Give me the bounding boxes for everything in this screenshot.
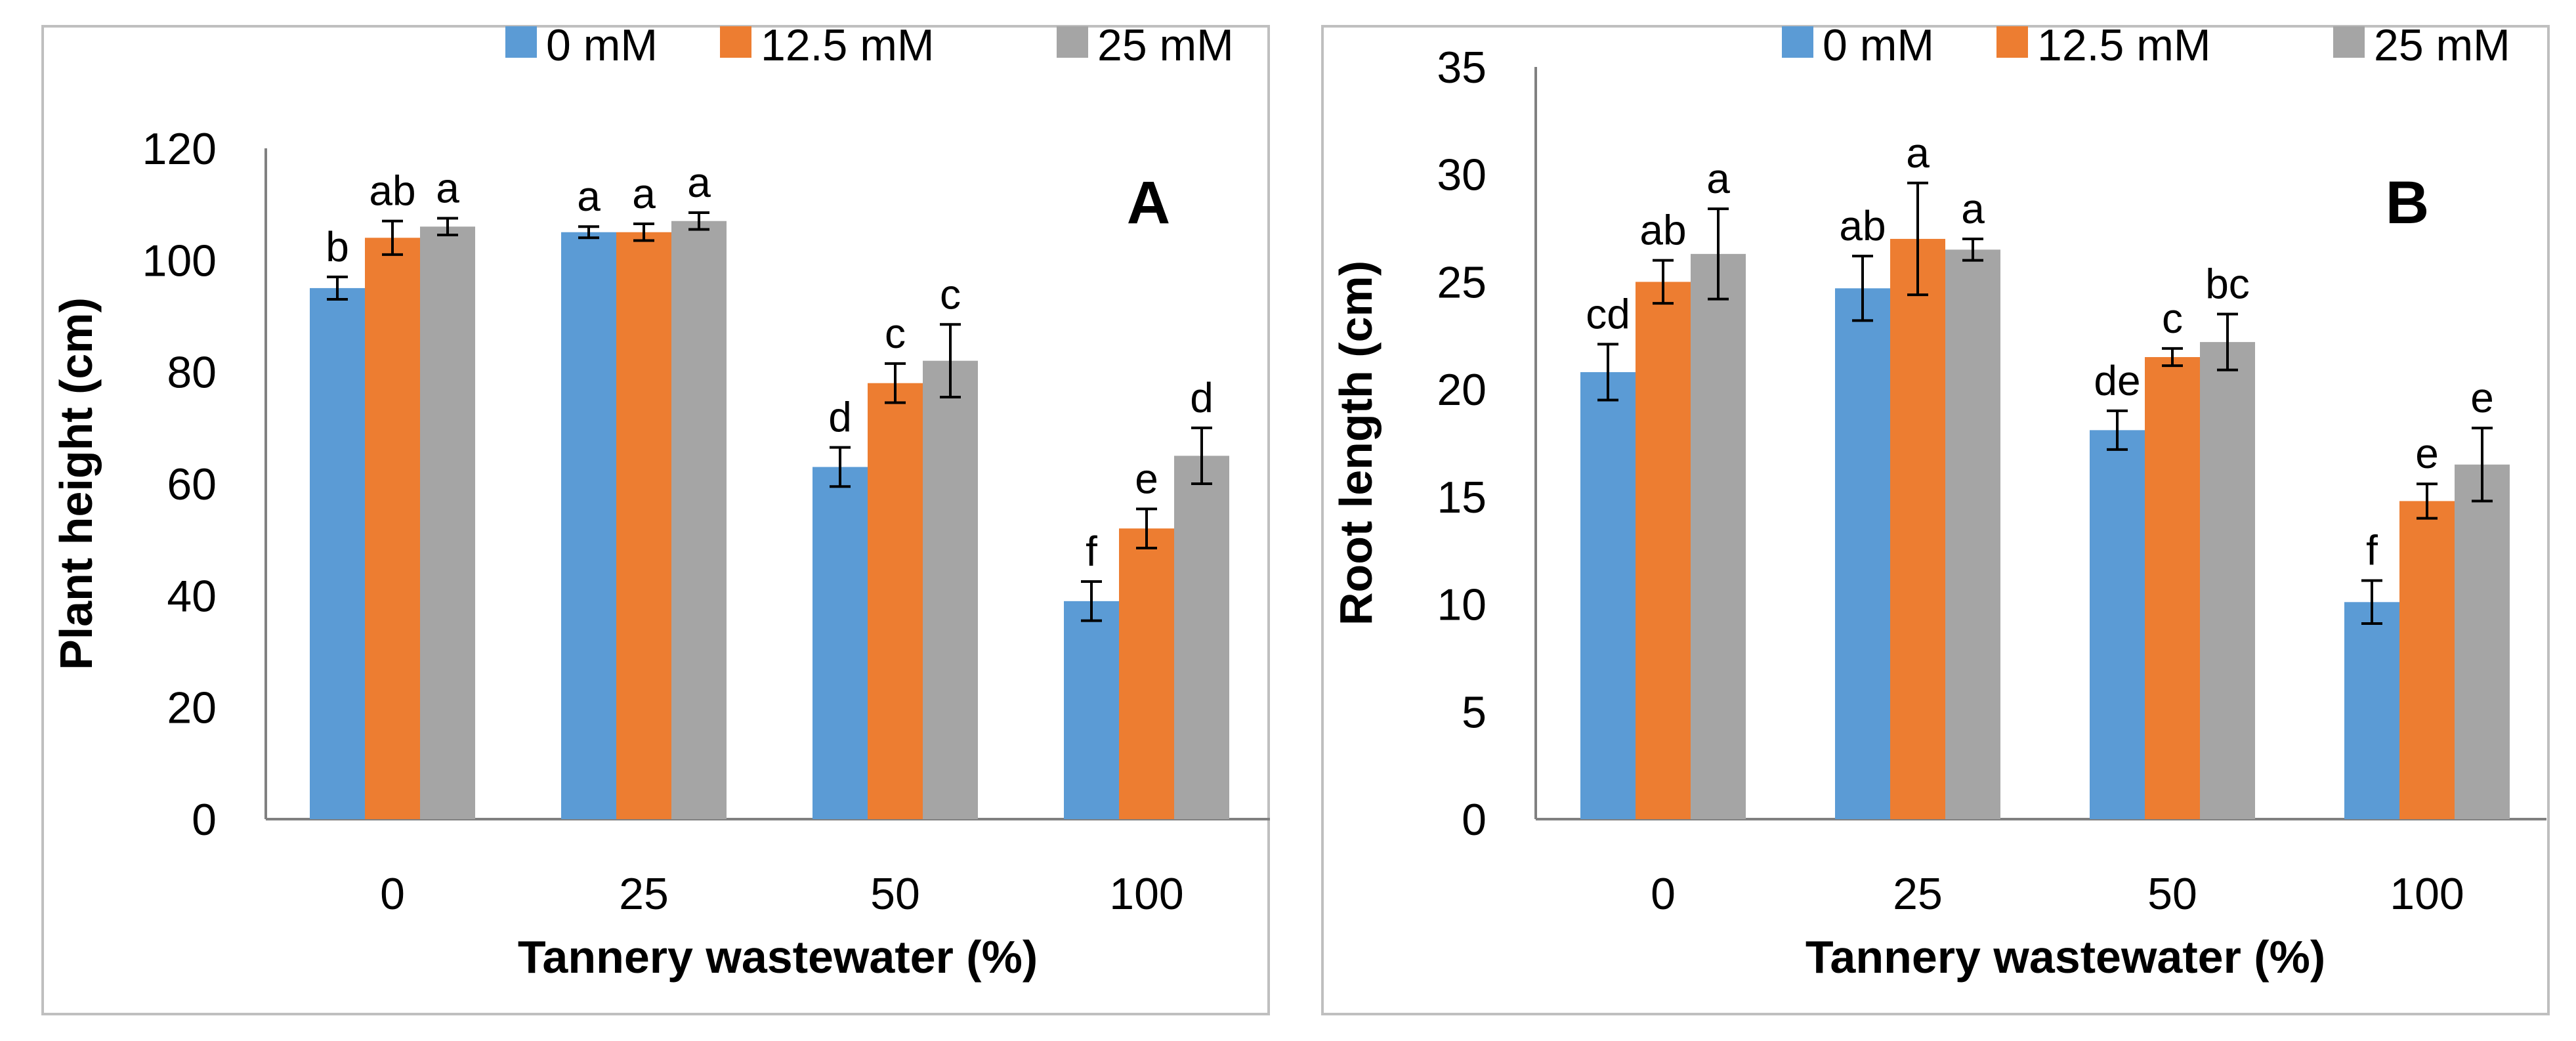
bar xyxy=(2399,501,2455,819)
significance-label: de xyxy=(2094,357,2140,404)
significance-label: a xyxy=(1961,185,1985,232)
significance-label: b xyxy=(326,223,349,270)
y-tick-label: 0 xyxy=(1462,795,1487,845)
significance-label: f xyxy=(2366,527,2378,574)
significance-label: e xyxy=(2470,374,2494,421)
bar xyxy=(671,221,727,819)
bar xyxy=(1119,528,1174,819)
significance-label: e xyxy=(2415,430,2439,477)
panel-letter: A xyxy=(1127,169,1170,236)
significance-label: ab xyxy=(1839,202,1886,249)
legend-label: 25 mM xyxy=(2374,20,2510,70)
bar xyxy=(2455,464,2510,819)
x-tick-label: 100 xyxy=(2390,869,2464,919)
bar xyxy=(1580,372,1636,819)
bar xyxy=(2145,357,2200,819)
bar xyxy=(561,232,616,819)
y-tick-label: 10 xyxy=(1437,580,1487,630)
legend-label: 0 mM xyxy=(546,20,658,70)
significance-label: c xyxy=(2162,295,2183,342)
bar xyxy=(1835,288,1890,819)
significance-label: c xyxy=(940,270,961,318)
y-tick-label: 40 xyxy=(167,571,217,621)
bar xyxy=(1636,282,1691,819)
legend-swatch xyxy=(1996,26,2028,58)
bar xyxy=(923,360,978,819)
legend-label: 25 mM xyxy=(1097,20,1234,70)
y-tick-label: 20 xyxy=(1437,365,1487,415)
legend-label: 12.5 mM xyxy=(761,20,935,70)
bar xyxy=(1174,456,1229,819)
legend-swatch xyxy=(1057,26,1088,58)
legend-swatch xyxy=(505,26,537,58)
y-tick-label: 100 xyxy=(142,236,217,286)
y-tick-label: 15 xyxy=(1437,473,1487,522)
significance-label: a xyxy=(687,159,711,206)
bar xyxy=(2344,602,2399,819)
significance-label: bc xyxy=(2205,261,2250,308)
x-tick-label: 0 xyxy=(380,869,405,919)
y-tick-label: 0 xyxy=(192,795,217,845)
significance-label: a xyxy=(1706,155,1730,202)
bar xyxy=(1890,238,1945,819)
significance-label: d xyxy=(1190,374,1214,421)
y-tick-label: 20 xyxy=(167,683,217,733)
x-tick-label: 25 xyxy=(1893,869,1943,919)
y-axis-title: Root length (cm) xyxy=(1330,261,1382,626)
panel-letter: B xyxy=(2386,169,2429,236)
legend-swatch xyxy=(2333,26,2365,58)
significance-label: ab xyxy=(1639,207,1686,254)
x-tick-label: 100 xyxy=(1109,869,1183,919)
x-tick-label: 50 xyxy=(870,869,920,919)
x-axis-title: Tannery wastewater (%) xyxy=(1805,931,2325,983)
chart-panel-b: 0 5 10 15 20 25 30 35 Root length (cm) Tannery wa… xyxy=(1321,20,2550,1015)
bar xyxy=(2200,342,2255,819)
bar xyxy=(365,238,420,819)
significance-label: a xyxy=(577,173,601,220)
bar xyxy=(310,287,365,820)
significance-label: a xyxy=(1906,129,1930,177)
y-tick-label: 60 xyxy=(167,459,217,509)
legend-swatch xyxy=(720,26,751,58)
y-tick-label: 120 xyxy=(142,124,217,174)
bar xyxy=(2090,430,2145,819)
y-axis-title: Plant height (cm) xyxy=(51,297,102,670)
significance-label: ab xyxy=(369,167,415,215)
significance-label: cd xyxy=(1586,290,1630,337)
y-tick-label: 35 xyxy=(1437,43,1487,93)
x-tick-label: 50 xyxy=(2147,869,2197,919)
bar xyxy=(868,383,923,819)
legend-label: 0 mM xyxy=(1823,20,1934,70)
bar xyxy=(616,232,671,819)
bar xyxy=(1691,253,1746,819)
significance-label: a xyxy=(436,164,459,211)
x-tick-label: 25 xyxy=(619,869,669,919)
y-tick-label: 30 xyxy=(1437,150,1487,200)
significance-label: f xyxy=(1086,528,1097,575)
x-axis-title: Tannery wastewater (%) xyxy=(518,931,1038,983)
significance-label: e xyxy=(1135,455,1158,502)
y-tick-label: 25 xyxy=(1437,257,1487,307)
legend-swatch xyxy=(1782,26,1813,58)
significance-label: a xyxy=(632,170,656,217)
y-tick-label: 80 xyxy=(167,348,217,398)
significance-label: c xyxy=(885,310,906,357)
y-tick-label: 5 xyxy=(1462,687,1487,737)
legend-label: 12.5 mM xyxy=(2037,20,2211,70)
x-tick-label: 0 xyxy=(1651,869,1676,919)
bar xyxy=(1064,601,1119,819)
chart-panel-a: 0 20 40 60 80 100 120 Plant height (cm) Tannery … xyxy=(41,20,1270,1015)
significance-label: d xyxy=(828,394,852,441)
bar xyxy=(1945,249,2000,819)
bar xyxy=(420,226,475,819)
bar xyxy=(813,467,868,819)
